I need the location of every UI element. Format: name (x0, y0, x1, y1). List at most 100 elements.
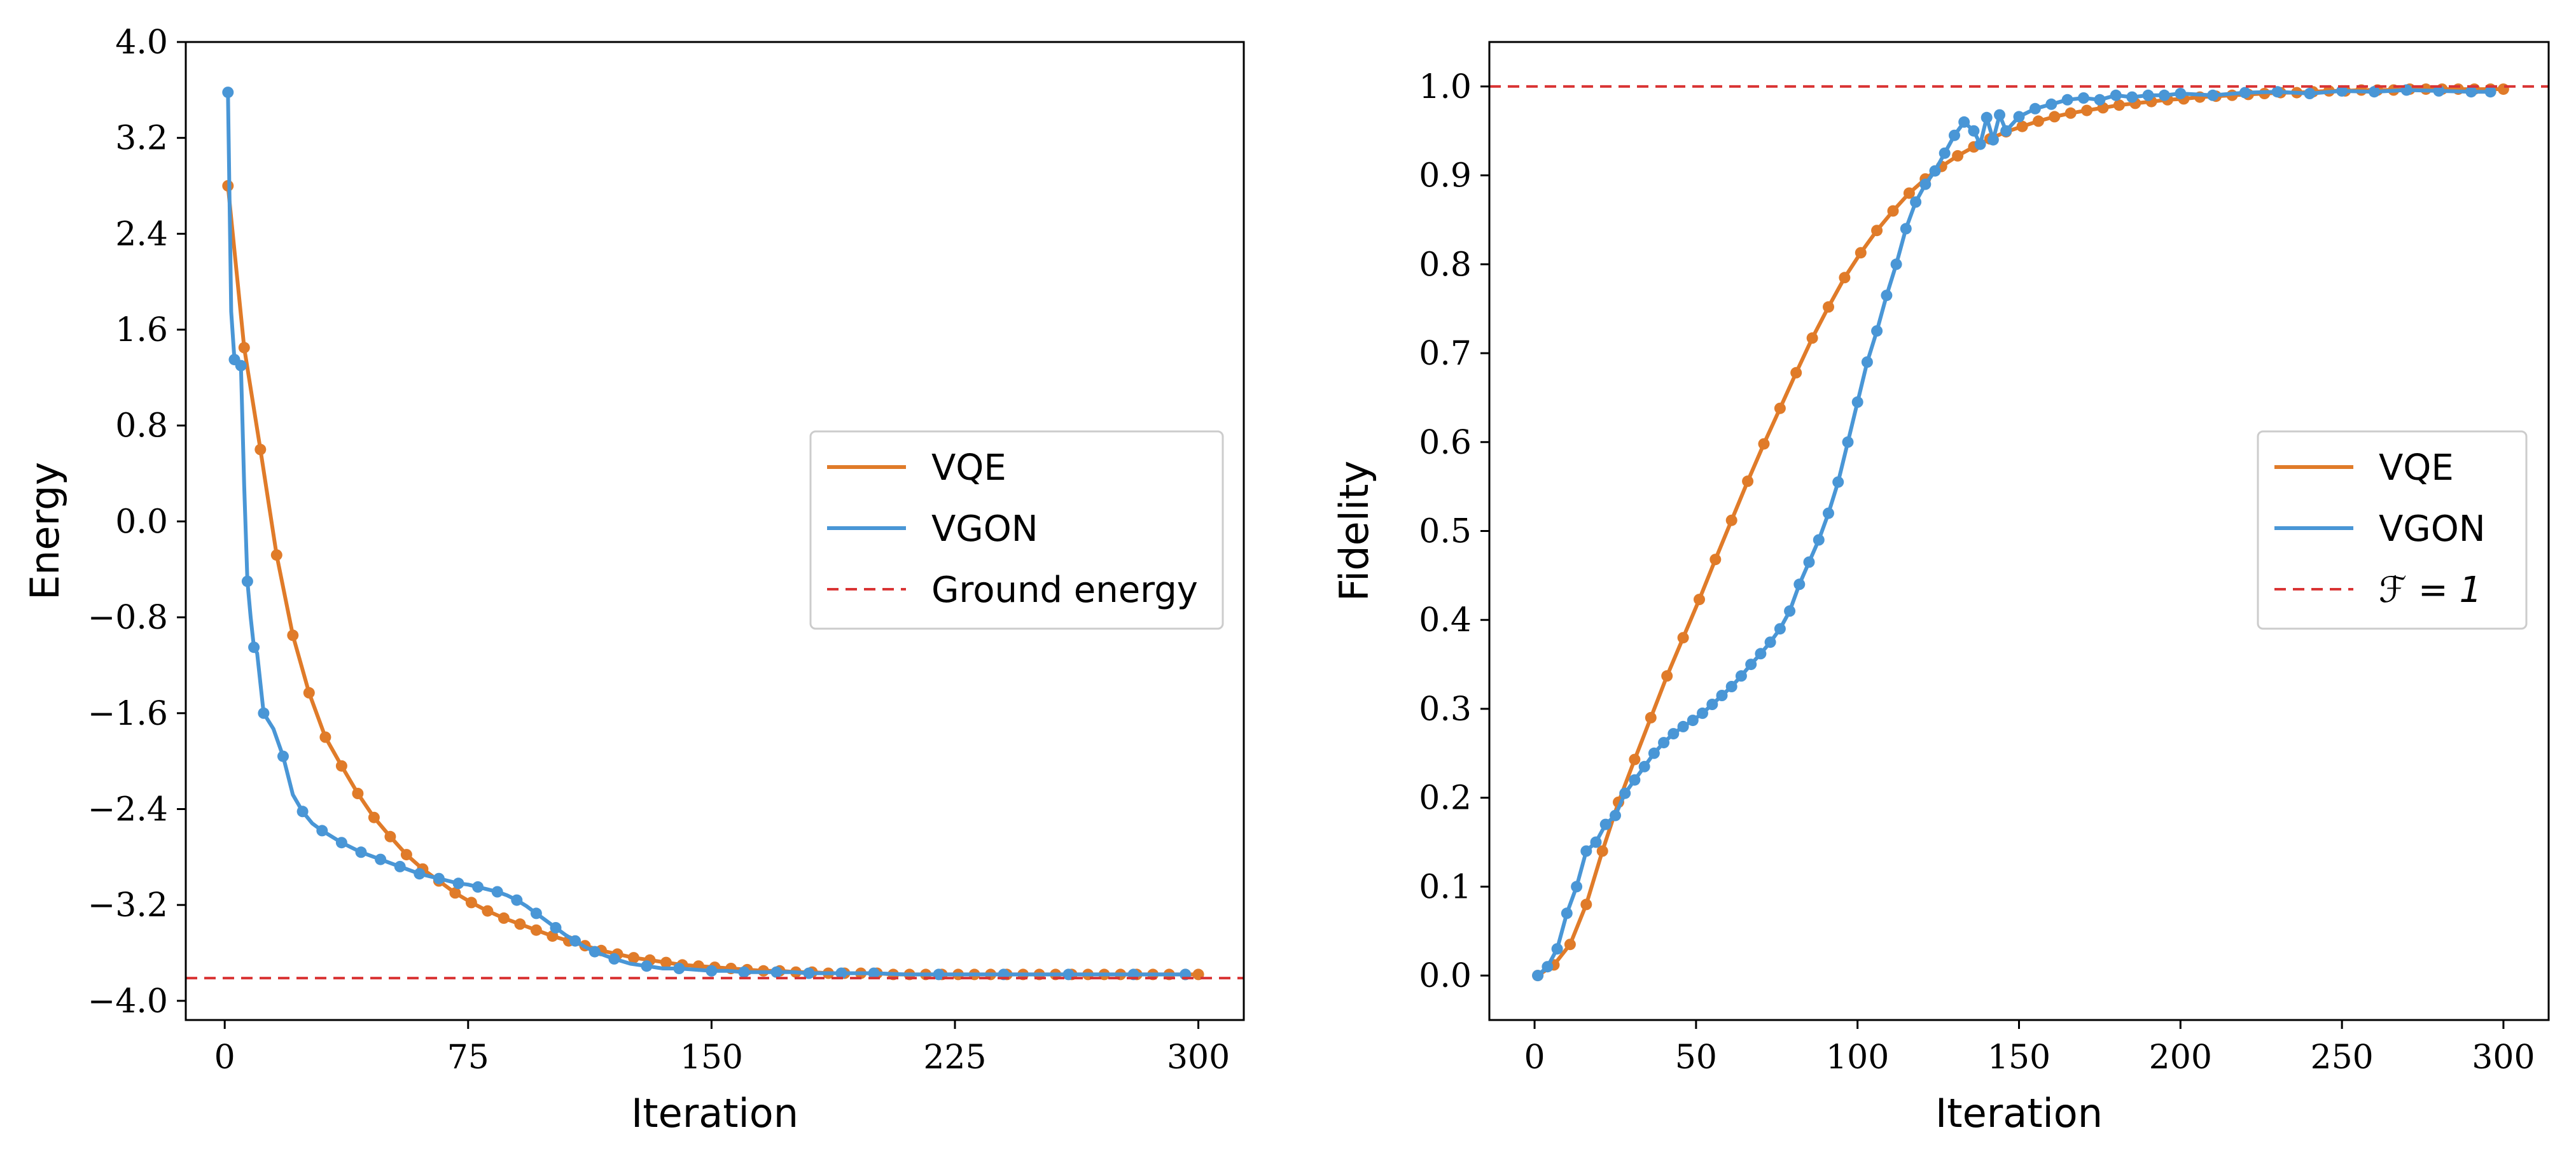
y-tick-label: 0.9 (1419, 157, 1472, 195)
y-tick-label: 1.6 (115, 311, 168, 349)
vgon-point (2239, 87, 2251, 99)
vqe-point (498, 912, 510, 924)
vqe-point (2033, 115, 2044, 127)
vqe-point (303, 687, 315, 699)
vgon-point (1571, 881, 1583, 893)
vgon-point (1793, 578, 1806, 590)
vgon-point (2207, 89, 2219, 101)
vgon-point (1910, 196, 1922, 208)
vqe-point (1694, 594, 1705, 606)
vgon-point (1735, 670, 1747, 682)
legend-ground-energy-label: Ground energy (931, 570, 1198, 611)
vqe-point (319, 731, 331, 743)
vgon-point (248, 641, 260, 653)
vgon-point (868, 967, 880, 979)
vgon-point (933, 968, 945, 981)
vqe-point (660, 956, 672, 968)
vgon-point (2304, 88, 2316, 99)
vgon-point (1764, 636, 1776, 648)
vgon-point (2158, 89, 2170, 101)
vgon-point (2000, 125, 2012, 137)
x-tick-label: 0 (1524, 1038, 1545, 1077)
vgon-point (2336, 85, 2348, 97)
vgon-point (258, 707, 270, 719)
vgon-point (1784, 605, 1796, 617)
energy-panel: 0 75 150 225 300 4.0 3.2 2.4 1.6 0.8 0.0 −0.8 −1.6 −2… (22, 24, 1245, 1136)
vgon-point (1871, 325, 1883, 337)
y-tick-label: −1.6 (88, 695, 168, 733)
vgon-point (2368, 86, 2380, 98)
y-tick-label: 0.0 (1419, 957, 1472, 995)
vgon-point (491, 886, 503, 898)
vgon-point (452, 877, 464, 890)
vgon-point (1542, 961, 1554, 973)
legend-fidelity-one-label: ℱ = 1 (2379, 570, 2482, 611)
vgon-point (1949, 129, 1960, 141)
vgon-point (2142, 89, 2154, 101)
y-tick-label: −2.4 (88, 790, 168, 828)
vgon-point (394, 860, 406, 872)
vqe-point (1774, 402, 1786, 414)
legend-vgon-label: VGON (2379, 508, 2486, 550)
y-tick-label: −4.0 (88, 982, 168, 1021)
vqe-point (384, 830, 396, 842)
vgon-point (2013, 111, 2025, 123)
vqe-point (1790, 367, 1802, 379)
vgon-point (1590, 836, 1602, 848)
vqe-point (2081, 104, 2093, 116)
energy-ticks: 0 75 150 225 300 4.0 3.2 2.4 1.6 0.8 0.0 −0.8 −1.6 −2… (88, 24, 1230, 1077)
vqe-point (1677, 632, 1689, 644)
vgon-point (608, 953, 620, 965)
vgon-point (1919, 178, 1932, 190)
vgon-point (1745, 659, 1757, 671)
vgon-point (1994, 109, 2005, 121)
x-tick-label: 100 (1826, 1038, 1889, 1077)
vgon-point (1687, 715, 1699, 727)
vqe-point (1758, 438, 1770, 450)
y-tick-label: 0.5 (1419, 513, 1472, 551)
x-tick-label: 250 (2310, 1038, 2373, 1077)
vgon-point (2078, 92, 2089, 104)
vgon-point (1842, 436, 1854, 448)
vqe-point (2049, 111, 2061, 123)
vgon-point (2484, 86, 2496, 98)
y-tick-label: 4.0 (115, 24, 168, 62)
x-tick-label: 50 (1675, 1038, 1717, 1077)
y-tick-label: 0.0 (115, 503, 168, 541)
vgon-point (1861, 356, 1873, 368)
vgon-point (1968, 125, 1980, 137)
vgon-point (511, 894, 523, 906)
vgon-point (550, 922, 562, 933)
vqe-point (1871, 225, 1883, 237)
energy-legend: VQE VGON Ground energy (809, 430, 1224, 630)
vgon-point (1939, 147, 1951, 159)
x-tick-label: 0 (214, 1038, 235, 1077)
vgon-point (1803, 556, 1815, 568)
vgon-point (355, 846, 367, 858)
vgon-point (2465, 86, 2477, 98)
vgon-point (1832, 476, 1844, 488)
y-tick-label: 0.2 (1419, 779, 1472, 818)
vqe-point (1661, 670, 1673, 682)
y-tick-label: 3.2 (115, 120, 168, 158)
fidelity-ticks: 0 50 100 150 200 250 300 0.0 0.1 0.2 0.3 0.4 0.5 0.6 0… (1419, 68, 2535, 1077)
vqe-point (465, 897, 477, 909)
energy-axes-frame (184, 41, 1245, 1021)
vgon-point (335, 837, 347, 849)
y-tick-label: 0.1 (1419, 868, 1472, 906)
y-tick-label: −3.2 (88, 886, 168, 925)
vqe-point (1806, 332, 1818, 344)
vqe-point (368, 811, 380, 823)
vgon-point (2126, 91, 2138, 103)
vgon-point (1813, 534, 1825, 546)
vgon-point (530, 907, 542, 919)
x-tick-label: 150 (680, 1038, 743, 1077)
vqe-point (530, 924, 542, 936)
x-tick-label: 75 (447, 1038, 489, 1077)
fidelity-legend-box (2257, 430, 2528, 630)
energy-y-axis-label: Energy (22, 462, 68, 600)
vqe-point (1629, 753, 1641, 765)
vqe-point (238, 342, 250, 354)
vqe-point (1596, 845, 1608, 857)
